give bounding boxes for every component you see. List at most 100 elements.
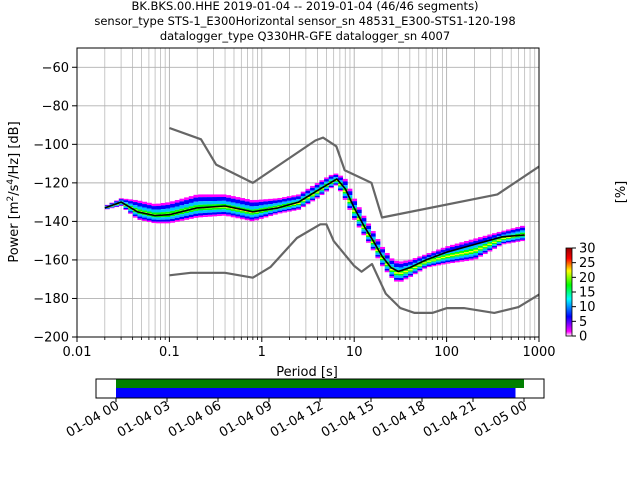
density-cell (375, 241, 381, 245)
density-cell (244, 199, 250, 202)
density-cell (258, 213, 264, 216)
density-cell (165, 211, 171, 214)
density-cell (473, 255, 479, 258)
density-cell (384, 263, 390, 265)
density-cell (114, 205, 120, 206)
density-cell (492, 240, 497, 242)
density-cell (403, 275, 409, 278)
density-cell (263, 211, 269, 215)
density-cell (347, 206, 353, 209)
density-cell (179, 208, 185, 211)
timeline-tick-label: 01-04 06 (166, 398, 224, 440)
density-cell (305, 199, 311, 202)
density-cell (160, 202, 166, 206)
density-cell (520, 238, 525, 240)
x-tick-label: 1 (258, 345, 266, 360)
density-cell (478, 253, 483, 256)
density-cell (380, 257, 386, 259)
density-cell (193, 205, 199, 208)
density-cell (198, 210, 204, 214)
density-cell (356, 221, 362, 224)
density-cell (296, 202, 302, 205)
density-cell (240, 200, 246, 205)
density-cell (193, 210, 199, 214)
density-cell (450, 257, 456, 260)
density-cell (338, 188, 344, 191)
density-cell (356, 223, 362, 226)
density-cell (333, 183, 339, 185)
density-cell (366, 236, 372, 240)
density-cell (356, 207, 362, 210)
y-tick-label: −200 (33, 331, 69, 346)
density-cell (356, 219, 362, 222)
density-cell (319, 193, 325, 196)
density-cell (482, 244, 488, 246)
density-cell (333, 174, 339, 178)
density-cell (445, 248, 451, 252)
density-cell (454, 258, 460, 261)
density-cell (417, 258, 423, 261)
density-cell (445, 246, 451, 249)
density-cell (370, 236, 376, 240)
density-cell (305, 202, 311, 205)
density-cell (291, 199, 297, 203)
density-cell (370, 242, 376, 245)
density-cell (240, 215, 246, 218)
density-cell (356, 218, 362, 220)
density-cell (422, 264, 428, 267)
density-cell (132, 202, 138, 206)
density-cell (366, 235, 372, 237)
density-cell (412, 262, 418, 266)
density-cell (328, 187, 334, 189)
density-cell (296, 208, 302, 210)
plot-frame (76, 47, 540, 338)
density-cell (212, 214, 218, 217)
density-cell (212, 212, 218, 215)
density-cell (174, 219, 180, 222)
density-cell (496, 233, 502, 237)
density-cell (394, 277, 400, 280)
density-cell (501, 240, 507, 242)
density-cell (230, 215, 236, 218)
density-cell (408, 271, 414, 274)
density-cell (165, 217, 171, 220)
density-cell (440, 249, 446, 253)
density-cell (501, 239, 507, 241)
density-cell (305, 188, 311, 191)
density-cell (300, 200, 306, 202)
density-cell (174, 209, 180, 212)
density-cell (132, 212, 138, 215)
density-cell (300, 191, 306, 194)
timeline-tick-label: 01-04 03 (115, 398, 173, 440)
y-tick-label: −120 (33, 176, 69, 191)
density-cell (146, 205, 152, 209)
density-cell (445, 256, 451, 259)
density-cell (450, 256, 456, 258)
density-cell (207, 208, 213, 211)
y-axis-label: Power [m2/s4/Hz] [dB] (6, 121, 22, 262)
density-cell (375, 244, 381, 248)
density-cell (258, 201, 264, 206)
density-cell (380, 260, 386, 263)
y-tick-label: −160 (33, 253, 69, 268)
density-cell (142, 215, 148, 218)
density-cell (501, 230, 507, 233)
density-cell (324, 188, 330, 191)
density-cell (459, 258, 465, 261)
density-cell (440, 255, 446, 257)
density-cell (142, 213, 148, 216)
density-cell (417, 266, 423, 269)
density-cell (356, 209, 362, 214)
density-cell (207, 210, 213, 213)
density-cell (179, 201, 185, 206)
density-cell (282, 198, 288, 202)
density-cell (468, 249, 474, 252)
density-cell (403, 260, 409, 263)
density-cell (226, 212, 232, 215)
density-cell (515, 240, 521, 242)
density-cell (459, 242, 465, 245)
density-cell (394, 263, 400, 268)
y-axis-ticks: −200 −180 −160 −140 −120 −100 −80 −60 (33, 61, 77, 346)
density-cell (361, 221, 367, 225)
density-cell (496, 239, 502, 241)
